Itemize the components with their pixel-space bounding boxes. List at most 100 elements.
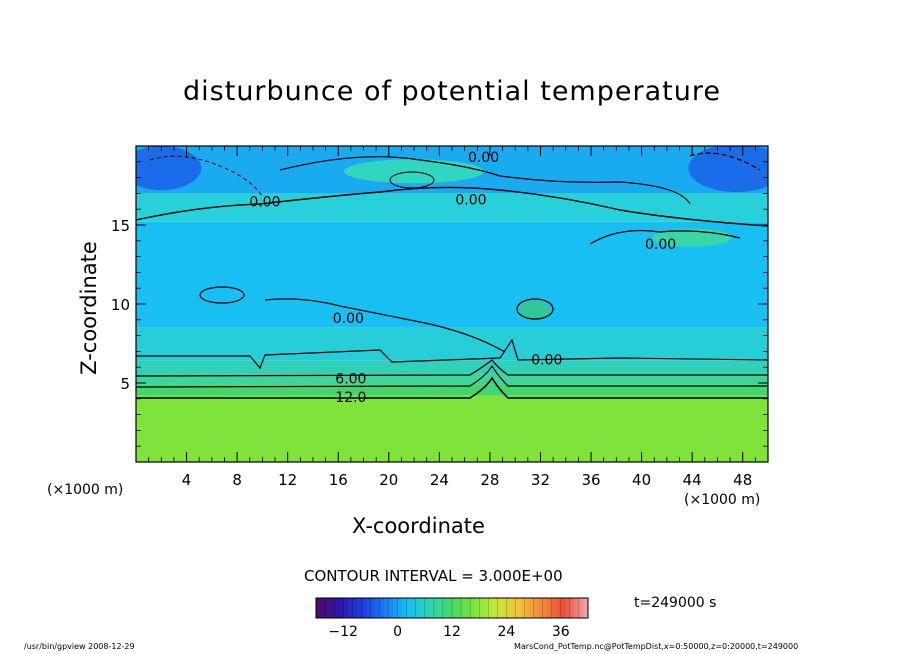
- footer-right-text: MarsCond_PotTemp.nc@PotTempDist,x=0:5000…: [514, 642, 799, 651]
- colorbar-segment: [442, 598, 449, 618]
- x-tick-label: 36: [581, 471, 600, 489]
- x-unit-right-label: (×1000 m): [684, 492, 761, 508]
- y-tick-label: 15: [111, 217, 130, 235]
- contour-lines: [136, 152, 768, 399]
- heatmap-layer-4: [136, 327, 768, 361]
- colorbar-segment: [316, 598, 322, 618]
- colorbar-segment: [492, 598, 498, 618]
- colorbar: −12 0 12 24 36: [315, 597, 589, 640]
- heatmap-layers: [136, 146, 768, 462]
- colorbar-segment: [497, 598, 503, 618]
- colorbar-segment: [352, 598, 358, 618]
- x-unit-left-label: (×1000 m): [47, 482, 124, 498]
- x-tick-label: 28: [480, 471, 499, 489]
- colorbar-segment: [578, 598, 585, 618]
- contour-label: 0.00: [531, 352, 562, 368]
- colorbar-tick-label: 36: [552, 624, 570, 640]
- colorbar-frame: [315, 597, 589, 619]
- colorbar-segment: [565, 598, 571, 618]
- colorbar-segment: [488, 598, 494, 618]
- colorbar-segment: [402, 598, 408, 618]
- colorbar-segment: [343, 598, 349, 618]
- colorbar-segment: [447, 598, 453, 618]
- colorbar-segment: [547, 598, 553, 618]
- colorbar-segment: [411, 598, 417, 618]
- colorbar-segment: [438, 598, 444, 618]
- x-tick-label: 48: [733, 471, 752, 489]
- contour-label: 0.00: [455, 193, 486, 209]
- colorbar-segment: [461, 598, 467, 618]
- x-tick-label: 40: [632, 471, 651, 489]
- contour-label: 0.00: [249, 194, 280, 210]
- cold-patch-left: [136, 146, 202, 191]
- footer-left-text: /usr/bin/gpview 2008-12-29: [24, 642, 135, 651]
- colorbar-segment: [510, 598, 517, 618]
- colorbar-segment: [397, 598, 403, 618]
- colorbar-segment: [456, 598, 462, 618]
- colorbar-segment: [325, 598, 331, 618]
- colorbar-tick-label: 24: [497, 624, 515, 640]
- x-tick-label: 32: [531, 471, 550, 489]
- colorbar-segment: [542, 598, 548, 618]
- x-tick-label: 8: [232, 471, 242, 489]
- colorbar-segment: [338, 598, 344, 618]
- colorbar-segment: [569, 598, 575, 618]
- x-tick-label: 20: [379, 471, 398, 489]
- x-tick-label: 24: [430, 471, 449, 489]
- colorbar-segment: [388, 598, 394, 618]
- warm-patch-mid: [518, 300, 551, 321]
- heatmap-layer-0: [136, 395, 768, 462]
- heatmap-layer-2: [136, 373, 768, 385]
- colorbar-segment: [429, 598, 435, 618]
- contour-label: 0.00: [468, 150, 499, 166]
- colorbar-segment: [556, 598, 562, 618]
- cold-patch-right: [688, 146, 768, 193]
- contour-label: 0.00: [645, 237, 676, 253]
- colorbar-segment: [361, 598, 367, 618]
- colorbar-segment: [370, 598, 376, 618]
- colorbar-segment: [533, 598, 539, 618]
- colorbar-segment: [470, 598, 476, 618]
- colorbar-segment: [524, 598, 530, 618]
- time-label: t=249000 s: [634, 595, 717, 611]
- heatmap-layer-6: [136, 193, 768, 222]
- colorbar-tick-label: −12: [328, 624, 358, 640]
- colorbar-segment: [406, 598, 412, 618]
- colorbar-segment: [365, 598, 371, 618]
- colorbar-segment: [384, 598, 390, 618]
- colorbar-segment: [393, 598, 399, 618]
- colorbar-segment: [551, 598, 557, 618]
- colorbar-segment: [374, 598, 381, 618]
- colorbar-segment: [334, 598, 340, 618]
- colorbar-segment: [574, 598, 580, 618]
- contour-label: 0.00: [333, 311, 364, 327]
- colorbar-segment: [433, 598, 439, 618]
- colorbar-tick-label: 0: [393, 624, 402, 640]
- colorbar-segment: [515, 598, 521, 618]
- contour-labels: 0.00 0.00 0.00 0.00 0.00 0.00 6.00 12.0: [249, 150, 676, 406]
- contour-interval-label: CONTOUR INTERVAL = 3.000E+00: [304, 567, 563, 585]
- y-axis-ticks: 5 10 15: [111, 161, 768, 447]
- colorbar-segment: [420, 598, 426, 618]
- x-axis-ticks: 4 8 12 16 20 24 28 32 36 40 44 48: [148, 146, 756, 489]
- colorbar-segment: [501, 598, 507, 618]
- colorbar-segment: [320, 598, 326, 618]
- colorbar-segment: [379, 598, 385, 618]
- colorbar-segment: [415, 598, 421, 618]
- colorbar-segment: [474, 598, 480, 618]
- colorbar-segment: [483, 598, 489, 618]
- x-tick-label: 16: [329, 471, 348, 489]
- x-tick-label: 44: [683, 471, 702, 489]
- contour-label: 6.00: [335, 371, 366, 387]
- colorbar-tick-label: 12: [443, 624, 461, 640]
- x-axis-label: X-coordinate: [352, 514, 485, 538]
- colorbar-segment: [529, 598, 535, 618]
- colorbar-segment: [506, 598, 512, 618]
- chart-title: disturbunce of potential temperature: [183, 76, 721, 107]
- colorbar-segment: [538, 598, 544, 618]
- colorbar-segment: [560, 598, 566, 618]
- x-tick-label: 4: [182, 471, 192, 489]
- heatmap-layer-1: [136, 384, 768, 396]
- contour-label: 12.0: [335, 390, 366, 406]
